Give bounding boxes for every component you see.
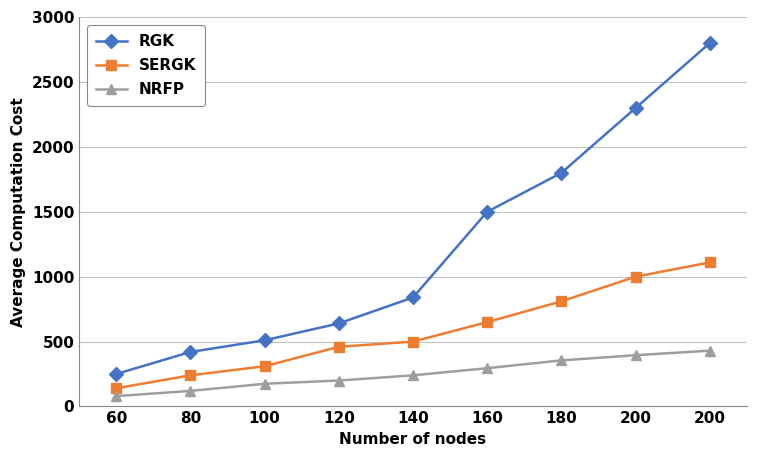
NRFP [186,388,195,393]
RGK [334,321,343,326]
RGK [260,338,269,343]
NRFP [334,378,343,383]
RGK [111,371,121,377]
Y-axis label: Average Computation Cost: Average Computation Cost [11,97,26,327]
RGK [631,105,641,111]
X-axis label: Number of nodes: Number of nodes [340,432,487,447]
RGK [705,40,714,46]
SERGK [705,260,714,265]
RGK [409,294,418,300]
Legend: RGK, SERGK, NRFP: RGK, SERGK, NRFP [87,25,205,106]
RGK [483,209,492,214]
Line: SERGK: SERGK [111,257,715,393]
SERGK [483,319,492,325]
SERGK [260,364,269,369]
NRFP [260,381,269,387]
SERGK [334,344,343,349]
Line: RGK: RGK [111,38,715,379]
Line: NRFP: NRFP [111,346,715,401]
SERGK [186,372,195,378]
SERGK [631,274,641,279]
RGK [557,170,566,175]
NRFP [111,393,121,399]
RGK [186,349,195,354]
NRFP [409,372,418,378]
NRFP [631,353,641,358]
SERGK [111,386,121,391]
NRFP [557,358,566,363]
SERGK [409,339,418,344]
SERGK [557,299,566,304]
NRFP [705,348,714,354]
NRFP [483,365,492,371]
